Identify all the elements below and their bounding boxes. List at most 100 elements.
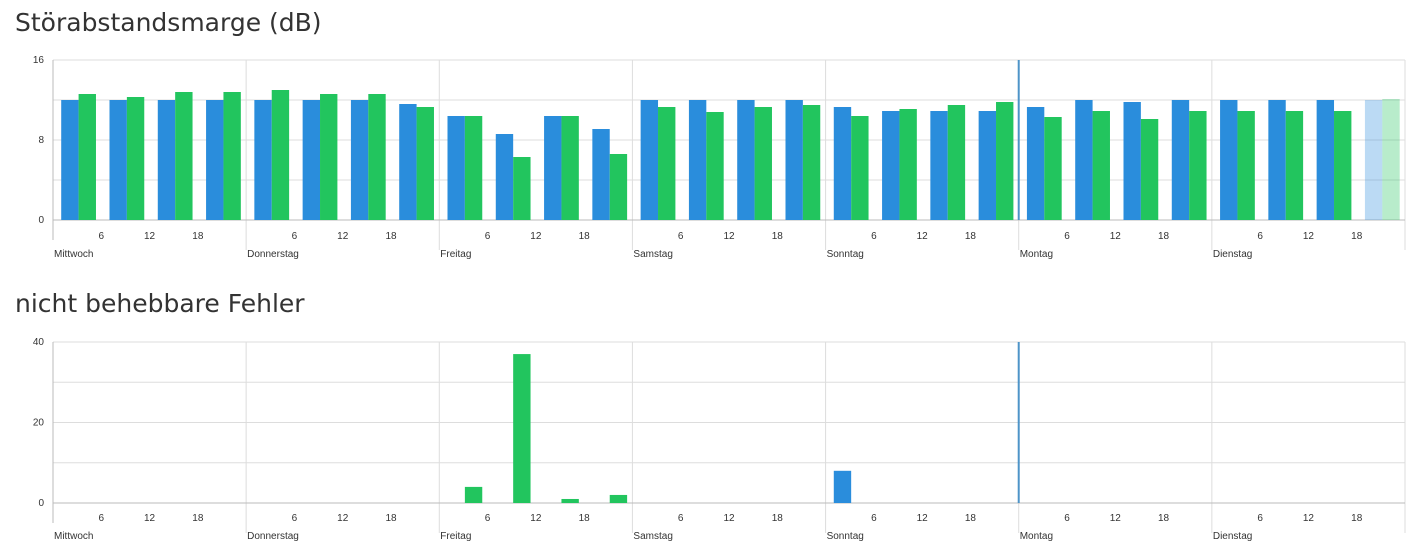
hour-tick-label: 6 <box>1257 513 1263 524</box>
y-tick-label: 0 <box>38 498 44 509</box>
hour-tick-label: 18 <box>192 231 204 242</box>
bar-green[interactable] <box>658 107 676 220</box>
bar-green[interactable] <box>609 494 628 503</box>
bar-green[interactable] <box>1237 111 1255 220</box>
hour-tick-label: 18 <box>1351 513 1363 524</box>
y-tick-label: 0 <box>38 215 44 226</box>
bar-green[interactable] <box>1382 99 1400 220</box>
hour-tick-label: 12 <box>144 231 156 242</box>
bar-blue[interactable] <box>399 104 417 220</box>
bar-green[interactable] <box>1189 111 1207 220</box>
bar-green[interactable] <box>513 354 531 503</box>
bar-blue[interactable] <box>592 129 610 220</box>
bar-blue[interactable] <box>833 107 852 220</box>
hour-tick-label: 12 <box>1110 513 1122 524</box>
hour-tick-label: 18 <box>385 513 397 524</box>
bar-green[interactable] <box>464 116 483 220</box>
bar-green[interactable] <box>1334 111 1352 220</box>
hour-tick-label: 6 <box>485 231 491 242</box>
bar-blue[interactable] <box>109 100 127 220</box>
bar-green[interactable] <box>223 92 241 220</box>
bar-green[interactable] <box>320 94 338 220</box>
day-label: Montag <box>1020 531 1053 542</box>
bar-green[interactable] <box>175 92 193 220</box>
bar-green[interactable] <box>1285 111 1304 220</box>
bar-green[interactable] <box>561 116 579 220</box>
bar-blue[interactable] <box>882 111 900 220</box>
hour-tick-label: 12 <box>917 231 929 242</box>
bar-blue[interactable] <box>978 111 997 220</box>
bar-blue[interactable] <box>495 134 514 220</box>
bar-blue[interactable] <box>1075 100 1093 220</box>
bar-green[interactable] <box>996 102 1014 220</box>
bar-blue[interactable] <box>1316 100 1335 220</box>
hour-tick-label: 12 <box>530 513 542 524</box>
hour-tick-label: 12 <box>723 231 735 242</box>
bar-blue[interactable] <box>737 100 755 220</box>
hour-tick-label: 6 <box>678 513 684 524</box>
bar-green[interactable] <box>78 94 96 220</box>
hour-tick-label: 12 <box>723 513 735 524</box>
hour-tick-label: 18 <box>192 513 204 524</box>
hour-tick-label: 6 <box>1257 231 1263 242</box>
bar-blue[interactable] <box>447 116 465 220</box>
bar-green[interactable] <box>899 109 917 220</box>
bar-blue[interactable] <box>61 100 79 220</box>
bar-green[interactable] <box>609 154 628 220</box>
hour-tick-label: 18 <box>1351 231 1363 242</box>
bar-blue[interactable] <box>1123 102 1141 220</box>
bar-green[interactable] <box>947 105 966 220</box>
hour-tick-label: 6 <box>871 513 877 524</box>
day-label: Freitag <box>440 249 471 260</box>
bar-green[interactable] <box>561 498 579 503</box>
bar-blue[interactable] <box>833 470 852 503</box>
y-tick-label: 16 <box>33 55 45 66</box>
day-label: Donnerstag <box>247 531 299 542</box>
hour-tick-label: 12 <box>337 231 349 242</box>
hour-tick-label: 6 <box>99 231 105 242</box>
bar-green[interactable] <box>802 105 821 220</box>
bar-blue[interactable] <box>206 100 224 220</box>
bar-green[interactable] <box>706 112 724 220</box>
bar-green[interactable] <box>513 157 531 220</box>
day-label: Mittwoch <box>54 531 93 542</box>
hour-tick-label: 12 <box>917 513 929 524</box>
bar-blue[interactable] <box>302 100 321 220</box>
bar-green[interactable] <box>1092 111 1110 220</box>
bar-blue[interactable] <box>1026 107 1045 220</box>
bar-blue[interactable] <box>350 100 369 220</box>
bar-blue[interactable] <box>785 100 803 220</box>
bar-green[interactable] <box>1044 117 1062 220</box>
hour-tick-label: 6 <box>678 231 684 242</box>
bar-blue[interactable] <box>1171 100 1190 220</box>
bar-green[interactable] <box>464 486 483 503</box>
hour-tick-label: 12 <box>337 513 349 524</box>
hour-tick-label: 6 <box>485 513 491 524</box>
hour-tick-label: 18 <box>772 513 784 524</box>
bar-blue[interactable] <box>544 116 562 220</box>
bar-blue[interactable] <box>1220 100 1238 220</box>
bar-blue[interactable] <box>688 100 707 220</box>
bar-blue[interactable] <box>1268 100 1286 220</box>
bar-green[interactable] <box>1140 119 1159 220</box>
hour-tick-label: 6 <box>1064 513 1070 524</box>
hour-tick-label: 18 <box>385 231 397 242</box>
day-label: Mittwoch <box>54 249 93 260</box>
bar-green[interactable] <box>271 90 290 220</box>
bar-green[interactable] <box>368 94 386 220</box>
day-label: Samstag <box>633 531 672 542</box>
day-label: Sonntag <box>827 531 864 542</box>
y-tick-label: 40 <box>33 337 45 348</box>
bar-blue[interactable] <box>1364 100 1383 220</box>
snr-margin-chart: 0 8 16 6 12 18 Mittwoch 6 12 18 Donnerstag 6 12 18 Fre… <box>33 55 1406 260</box>
bar-blue[interactable] <box>930 111 948 220</box>
bar-blue[interactable] <box>640 100 659 220</box>
bar-blue[interactable] <box>254 100 272 220</box>
bar-blue[interactable] <box>157 100 176 220</box>
bar-green[interactable] <box>851 116 869 220</box>
bar-green[interactable] <box>754 107 772 220</box>
bar-green[interactable] <box>126 97 145 220</box>
bar-green[interactable] <box>416 107 434 220</box>
hour-tick-label: 18 <box>772 231 784 242</box>
hour-tick-label: 6 <box>1064 231 1070 242</box>
